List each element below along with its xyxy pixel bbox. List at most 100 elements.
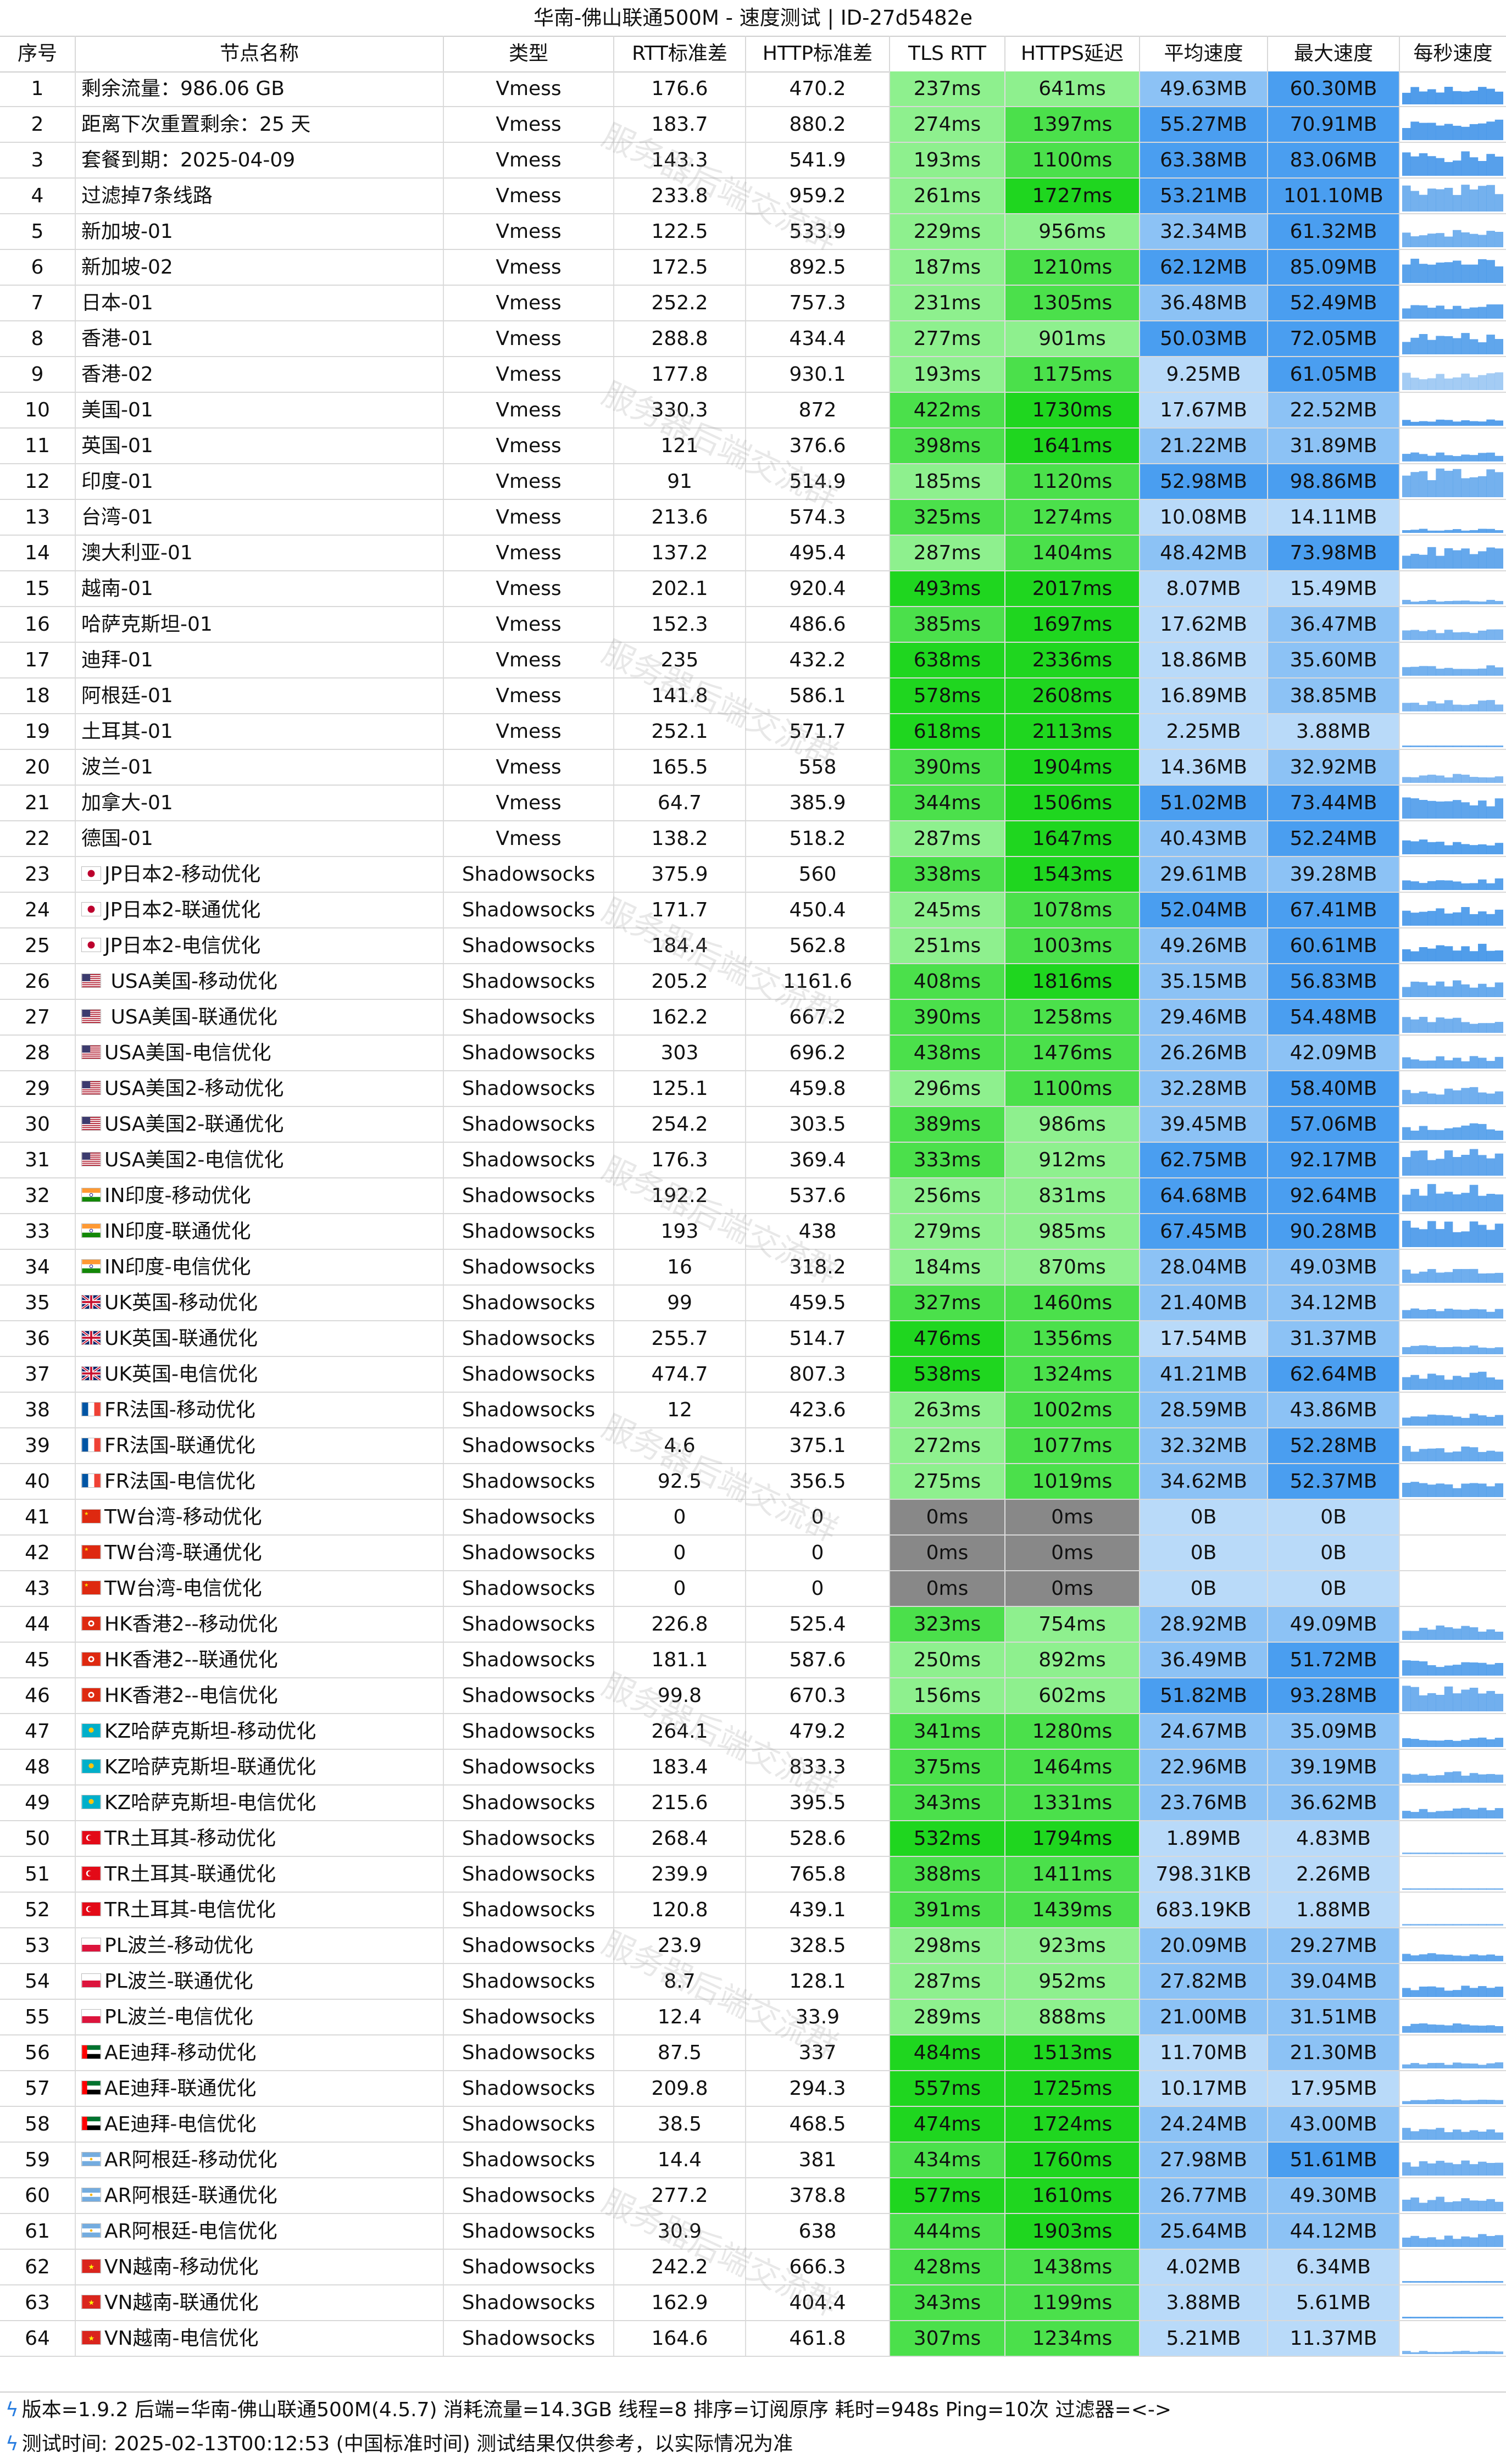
tls-rtt: 327ms bbox=[890, 1286, 1005, 1320]
http-std: 294.3 bbox=[746, 2071, 890, 2106]
per-second-speed bbox=[1400, 714, 1506, 749]
speed-sparkline bbox=[1402, 839, 1503, 854]
rtt-std: 330.3 bbox=[614, 393, 746, 427]
node-type: Vmess bbox=[444, 286, 614, 320]
node-name-cell: 英国-01 bbox=[76, 429, 444, 463]
speed-sparkline bbox=[1402, 333, 1503, 354]
rtt-std: 172.5 bbox=[614, 250, 746, 285]
per-second-speed bbox=[1400, 321, 1506, 356]
rtt-std: 92.5 bbox=[614, 1464, 746, 1499]
table-row: 12 印度-01 Vmess 91 514.9 185ms 1120ms 52.98MB 98.… bbox=[0, 464, 1506, 500]
table-row: 34 IN印度-电信优化 Shadowsocks 16 318.2 184ms 870ms 2… bbox=[0, 1250, 1506, 1286]
tls-rtt: 474ms bbox=[890, 2107, 1005, 2142]
node-name: TW台湾-移动优化 bbox=[104, 1506, 262, 1528]
http-std: 807.3 bbox=[746, 1357, 890, 1392]
max-speed: 34.12MB bbox=[1268, 1286, 1400, 1320]
table-row: 21 加拿大-01 Vmess 64.7 385.9 344ms 1506ms 51.02MB… bbox=[0, 786, 1506, 821]
rtt-std: 242.2 bbox=[614, 2250, 746, 2284]
rtt-std: 215.6 bbox=[614, 1786, 746, 1820]
node-type: Shadowsocks bbox=[444, 2035, 614, 2070]
node-name: TR土耳其-移动优化 bbox=[104, 1827, 276, 1850]
https-latency: 1794ms bbox=[1005, 1821, 1140, 1856]
node-type: Vmess bbox=[444, 357, 614, 392]
node-name-cell: 台湾-01 bbox=[76, 500, 444, 535]
rtt-std: 192.2 bbox=[614, 1178, 746, 1213]
speed-sparkline bbox=[1402, 746, 1503, 747]
rtt-std: 23.9 bbox=[614, 1928, 746, 1963]
per-second-speed bbox=[1400, 1107, 1506, 1142]
https-latency: 1460ms bbox=[1005, 1286, 1140, 1320]
http-std: 514.7 bbox=[746, 1321, 890, 1356]
rtt-std: 176.6 bbox=[614, 71, 746, 106]
node-type: Shadowsocks bbox=[444, 1571, 614, 1606]
table-row: 27 USA美国-联通优化 Shadowsocks 162.2 667.2 390ms 1… bbox=[0, 1000, 1506, 1036]
avg-speed: 16.89MB bbox=[1140, 678, 1268, 713]
node-name: USA美国-联通优化 bbox=[104, 1006, 277, 1028]
row-index: 46 bbox=[0, 1678, 76, 1713]
speed-sparkline bbox=[1402, 452, 1503, 461]
table-row: 56 AE迪拜-移动优化 Shadowsocks 87.5 337 484ms 1513ms… bbox=[0, 2035, 1506, 2071]
per-second-speed bbox=[1400, 1857, 1506, 1892]
http-std: 423.6 bbox=[746, 1393, 890, 1427]
speed-sparkline bbox=[1402, 1482, 1503, 1497]
node-name: 英国-01 bbox=[81, 435, 153, 457]
https-latency: 602ms bbox=[1005, 1678, 1140, 1713]
speed-sparkline bbox=[1402, 1087, 1503, 1104]
rtt-std: 193 bbox=[614, 1214, 746, 1249]
table-row: 37 UK英国-电信优化 Shadowsocks 474.7 807.3 538ms 132… bbox=[0, 1357, 1506, 1393]
http-std: 128.1 bbox=[746, 1964, 890, 1999]
node-type: Shadowsocks bbox=[444, 1071, 614, 1106]
per-second-speed bbox=[1400, 1928, 1506, 1963]
tls-rtt: 388ms bbox=[890, 1857, 1005, 1892]
node-name-cell: 距离下次重置剩余：25 天 bbox=[76, 107, 444, 142]
table-row: 16 哈萨克斯坦-01 Vmess 152.3 486.6 385ms 1697ms 17.6… bbox=[0, 607, 1506, 643]
avg-speed: 798.31KB bbox=[1140, 1857, 1268, 1892]
speed-sparkline bbox=[1402, 185, 1503, 212]
max-speed: 11.37MB bbox=[1268, 2321, 1400, 2356]
per-second-speed bbox=[1400, 464, 1506, 499]
pl-flag-icon bbox=[81, 1970, 104, 1993]
per-second-speed bbox=[1400, 536, 1506, 570]
node-type: Shadowsocks bbox=[444, 1821, 614, 1856]
table-row: 24 JP日本2-联通优化 Shadowsocks 171.7 450.4 245ms 10… bbox=[0, 893, 1506, 928]
tls-rtt: 532ms bbox=[890, 1821, 1005, 1856]
in-flag-icon bbox=[81, 1256, 104, 1278]
node-name: 加拿大-01 bbox=[81, 792, 173, 814]
row-index: 18 bbox=[0, 678, 76, 713]
node-name-cell: 新加坡-02 bbox=[76, 250, 444, 285]
max-speed: 85.09MB bbox=[1268, 250, 1400, 285]
fr-flag-icon bbox=[81, 1399, 104, 1421]
max-speed: 42.09MB bbox=[1268, 1036, 1400, 1070]
header-index: 序号 bbox=[0, 36, 76, 71]
max-speed: 31.51MB bbox=[1268, 2000, 1400, 2034]
https-latency: 0ms bbox=[1005, 1500, 1140, 1534]
max-speed: 58.40MB bbox=[1268, 1071, 1400, 1106]
rtt-std: 64.7 bbox=[614, 786, 746, 820]
table-row: 20 波兰-01 Vmess 165.5 558 390ms 1904ms 14.36MB 32… bbox=[0, 750, 1506, 786]
max-speed: 52.49MB bbox=[1268, 286, 1400, 320]
row-index: 13 bbox=[0, 500, 76, 535]
node-type: Shadowsocks bbox=[444, 1036, 614, 1070]
avg-speed: 14.36MB bbox=[1140, 750, 1268, 785]
row-index: 27 bbox=[0, 1000, 76, 1034]
per-second-speed bbox=[1400, 429, 1506, 463]
avg-speed: 49.63MB bbox=[1140, 71, 1268, 106]
per-second-speed bbox=[1400, 928, 1506, 963]
tls-rtt: 422ms bbox=[890, 393, 1005, 427]
table-row: 62 ★ VN越南-移动优化 Shadowsocks 242.2 666.3 428ms 14… bbox=[0, 2250, 1506, 2285]
svg-text:★: ★ bbox=[88, 2263, 95, 2272]
avg-speed: 28.92MB bbox=[1140, 1607, 1268, 1642]
node-type: Shadowsocks bbox=[444, 1178, 614, 1213]
node-name-cell: UK英国-电信优化 bbox=[76, 1357, 444, 1392]
row-index: 47 bbox=[0, 1714, 76, 1749]
max-speed: 35.09MB bbox=[1268, 1714, 1400, 1749]
avg-speed: 10.17MB bbox=[1140, 2071, 1268, 2106]
https-latency: 1439ms bbox=[1005, 1893, 1140, 1927]
kz-flag-icon bbox=[81, 1720, 104, 1743]
speed-sparkline bbox=[1402, 87, 1503, 104]
avg-speed: 52.98MB bbox=[1140, 464, 1268, 499]
https-latency: 912ms bbox=[1005, 1143, 1140, 1177]
tls-rtt: 187ms bbox=[890, 250, 1005, 285]
svg-text:★: ★ bbox=[88, 2335, 95, 2343]
max-speed: 49.03MB bbox=[1268, 1250, 1400, 1284]
